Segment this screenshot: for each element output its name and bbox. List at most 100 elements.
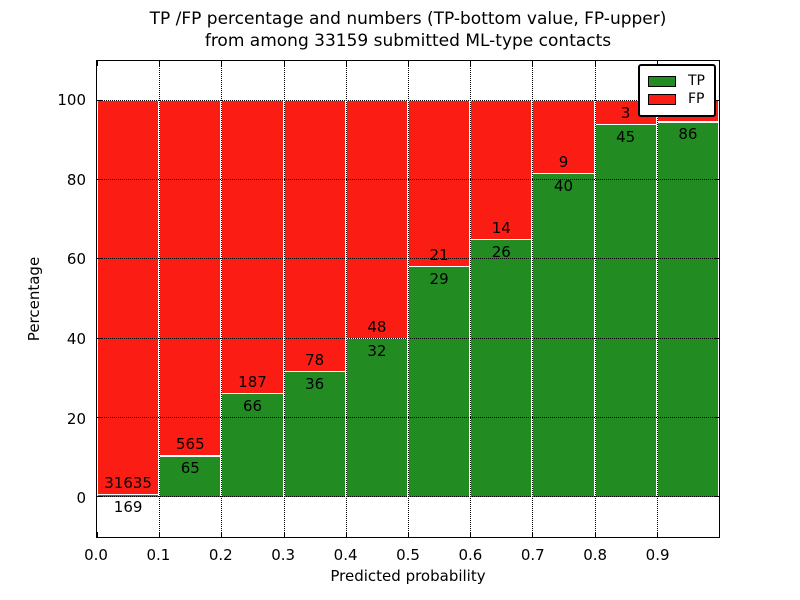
y-tick-mark [97, 179, 102, 180]
y-tick-mark [97, 417, 102, 418]
x-tick-mark [283, 532, 285, 537]
x-axis-label: Predicted probability [330, 567, 486, 585]
tp-count-label: 169 [113, 498, 143, 517]
x-tick-label: 0.3 [271, 546, 296, 564]
fp-count-label: 9 [558, 152, 569, 171]
tp-count-label: 45 [616, 128, 636, 147]
x-tick-mark [159, 61, 161, 66]
vertical-gridline [532, 61, 534, 537]
legend-swatch-fp [648, 94, 676, 105]
fp-count-label: 565 [175, 435, 205, 454]
tp-count-label: 36 [305, 374, 325, 393]
bar-segment-tp [532, 173, 595, 498]
legend-label: TP [688, 73, 705, 89]
plot-area: 31635 169 565 65 187 66 78 36 48 32 21 29 14 26 9 40 3 45… [96, 60, 720, 538]
bar-segment-tp [408, 267, 471, 498]
bar-segment-tp [283, 372, 346, 498]
y-tick-label: 80 [66, 170, 86, 189]
legend-label: FP [688, 91, 705, 107]
y-tick-label: 40 [66, 329, 86, 348]
legend-swatch-tp [648, 76, 676, 87]
vertical-gridline [408, 61, 409, 537]
vertical-gridline [283, 61, 285, 537]
y-tick-mark [714, 179, 719, 180]
y-tick-mark [714, 496, 719, 498]
tp-count-label: 29 [429, 270, 449, 289]
vertical-gridline [594, 61, 596, 537]
y-tick-label: 100 [57, 90, 86, 109]
fp-count-label: 31635 [104, 474, 152, 493]
fp-count-label: 3 [620, 104, 631, 123]
bar-segment-tp [221, 393, 284, 498]
x-tick-mark [594, 532, 596, 537]
y-tick-label: 20 [66, 409, 86, 428]
tp-count-label: 40 [553, 176, 574, 195]
legend-row: FP [648, 92, 705, 107]
bar-segment-tp [345, 338, 408, 498]
fp-count-label: 78 [305, 351, 325, 369]
y-tick-mark [714, 337, 719, 339]
x-tick-label: 0.2 [208, 546, 233, 564]
x-tick-mark [97, 61, 98, 66]
x-tick-label: 0.8 [583, 546, 608, 564]
bar-segment-fp [283, 100, 346, 372]
fp-count-label: 187 [238, 372, 267, 391]
x-tick-mark [656, 61, 658, 66]
bar-segment-fp [408, 100, 471, 268]
x-tick-label: 0.4 [333, 546, 358, 564]
tp-count-label: 32 [367, 341, 387, 360]
y-tick-mark [97, 337, 102, 339]
x-tick-mark [719, 61, 720, 66]
y-tick-mark [97, 496, 102, 498]
y-tick-mark [714, 99, 719, 101]
y-axis-label: Percentage [25, 256, 43, 342]
bar-segment-tp [594, 125, 657, 498]
chart-title-line2: from among 33159 submitted ML-type conta… [204, 31, 612, 51]
fp-count-label: 14 [491, 218, 511, 237]
bar-segment-fp [532, 100, 595, 174]
vertical-gridline [470, 61, 472, 537]
vertical-gridline [656, 61, 658, 537]
legend-row: TP [648, 74, 705, 89]
x-tick-label: 0.6 [458, 546, 483, 564]
x-tick-mark [532, 532, 534, 537]
bar-segment-fp [97, 100, 160, 496]
y-tick-label: 0 [76, 489, 86, 508]
fp-count-label: 21 [429, 246, 449, 265]
x-tick-mark [470, 61, 472, 66]
x-tick-mark [221, 532, 223, 537]
bar-segment-fp [159, 100, 222, 457]
x-tick-mark [159, 532, 161, 537]
x-tick-label: 0.5 [396, 546, 420, 564]
x-tick-label: 0.7 [520, 546, 545, 564]
chart-title-line1: TP /FP percentage and numbers (TP-bottom… [149, 9, 667, 29]
vertical-gridline [221, 61, 223, 537]
x-tick-mark [345, 61, 347, 66]
x-tick-mark [532, 61, 534, 66]
y-tick-mark [714, 258, 719, 260]
x-tick-mark [470, 532, 472, 537]
bar-segment-fp [470, 100, 533, 240]
bar-segment-fp [221, 100, 284, 394]
tp-count-label: 86 [678, 125, 698, 144]
vertical-gridline [345, 61, 347, 537]
x-tick-label: 0.0 [84, 546, 108, 564]
y-tick-mark [97, 99, 102, 101]
x-tick-mark [408, 61, 409, 66]
legend: TP FP [638, 64, 716, 117]
x-tick-mark [345, 532, 347, 537]
vertical-gridline [159, 61, 161, 537]
x-tick-mark [656, 532, 658, 537]
tp-count-label: 66 [242, 396, 263, 415]
fp-count-label: 48 [367, 317, 387, 336]
y-tick-mark [97, 258, 102, 260]
x-tick-label: 0.1 [146, 546, 171, 564]
y-tick-mark [714, 417, 719, 418]
y-tick-label: 60 [66, 250, 86, 269]
tp-count-label: 65 [180, 459, 200, 478]
tp-count-label: 26 [491, 242, 511, 261]
bar-segment-tp [470, 239, 533, 498]
x-tick-mark [594, 61, 596, 66]
x-tick-mark [283, 61, 285, 66]
